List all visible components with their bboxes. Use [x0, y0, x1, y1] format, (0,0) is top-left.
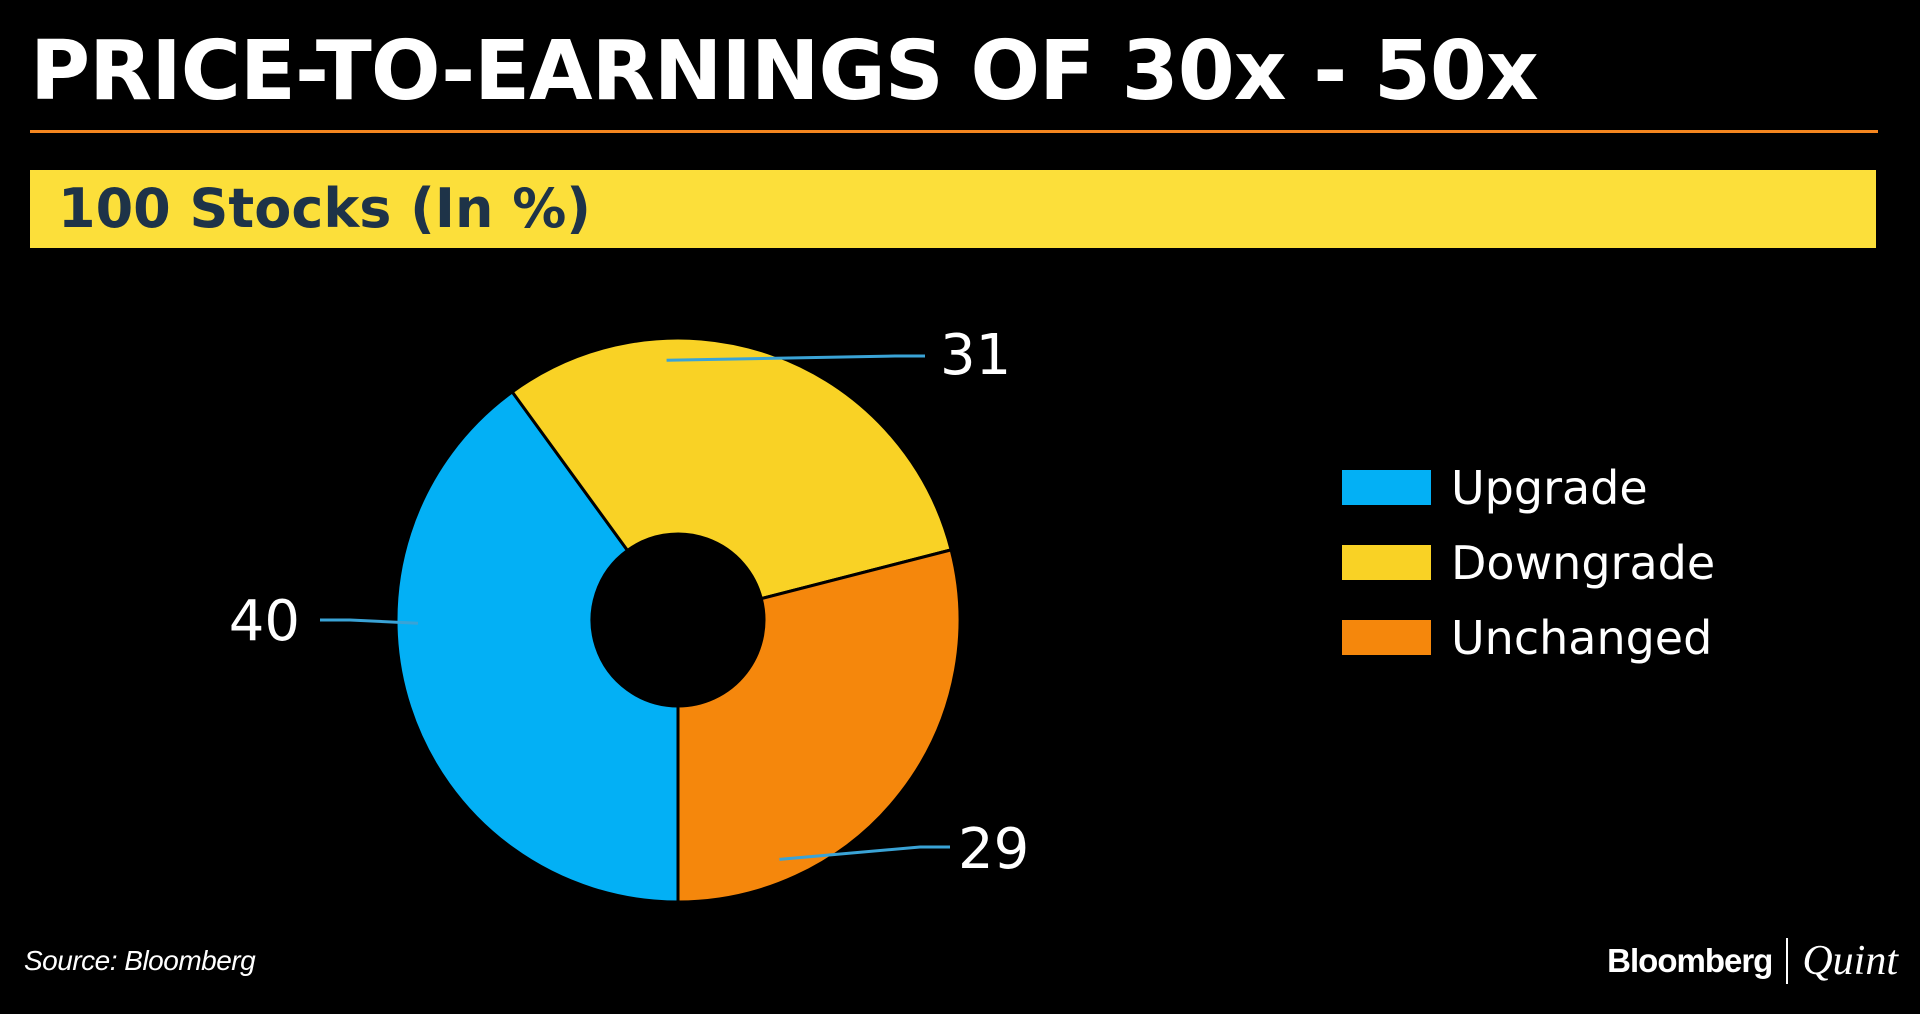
brand-quint-wordmark: Quint — [1802, 938, 1898, 984]
brand-logo: Bloomberg Quint — [1607, 936, 1898, 986]
legend-label-downgrade: Downgrade — [1451, 535, 1716, 590]
data-label-unchanged: 29 — [958, 817, 1029, 882]
leader-line-downgrade — [666, 354, 925, 362]
data-label-downgrade: 31 — [940, 323, 1011, 388]
brand-divider — [1786, 938, 1789, 984]
donut-slice-downgrade — [510, 336, 953, 601]
data-label-upgrade: 40 — [229, 589, 300, 654]
legend-label-upgrade: Upgrade — [1451, 460, 1648, 515]
chart-title: PRICE-TO-EARNINGS OF 30x - 50x — [30, 24, 1539, 119]
legend-label-unchanged: Unchanged — [1451, 610, 1713, 665]
legend-swatch-downgrade — [1342, 545, 1431, 580]
leader-line-upgrade — [320, 618, 419, 625]
source-note: Source: Bloomberg — [24, 945, 256, 976]
legend-item-upgrade: Upgrade — [1342, 450, 1715, 525]
legend-swatch-unchanged — [1342, 620, 1431, 655]
legend-swatch-upgrade — [1342, 470, 1431, 505]
chart-legend: Upgrade Downgrade Unchanged — [1342, 450, 1715, 675]
subtitle-banner: 100 Stocks (In %) — [30, 170, 1876, 248]
legend-item-unchanged: Unchanged — [1342, 600, 1715, 675]
donut-slice-upgrade — [394, 389, 680, 904]
donut-slice-unchanged — [676, 548, 962, 904]
leader-line-unchanged — [779, 845, 950, 861]
brand-bloomberg-wordmark: Bloomberg — [1607, 942, 1773, 979]
title-divider — [30, 130, 1878, 133]
legend-item-downgrade: Downgrade — [1342, 525, 1715, 600]
chart-subtitle: 100 Stocks (In %) — [58, 177, 591, 240]
